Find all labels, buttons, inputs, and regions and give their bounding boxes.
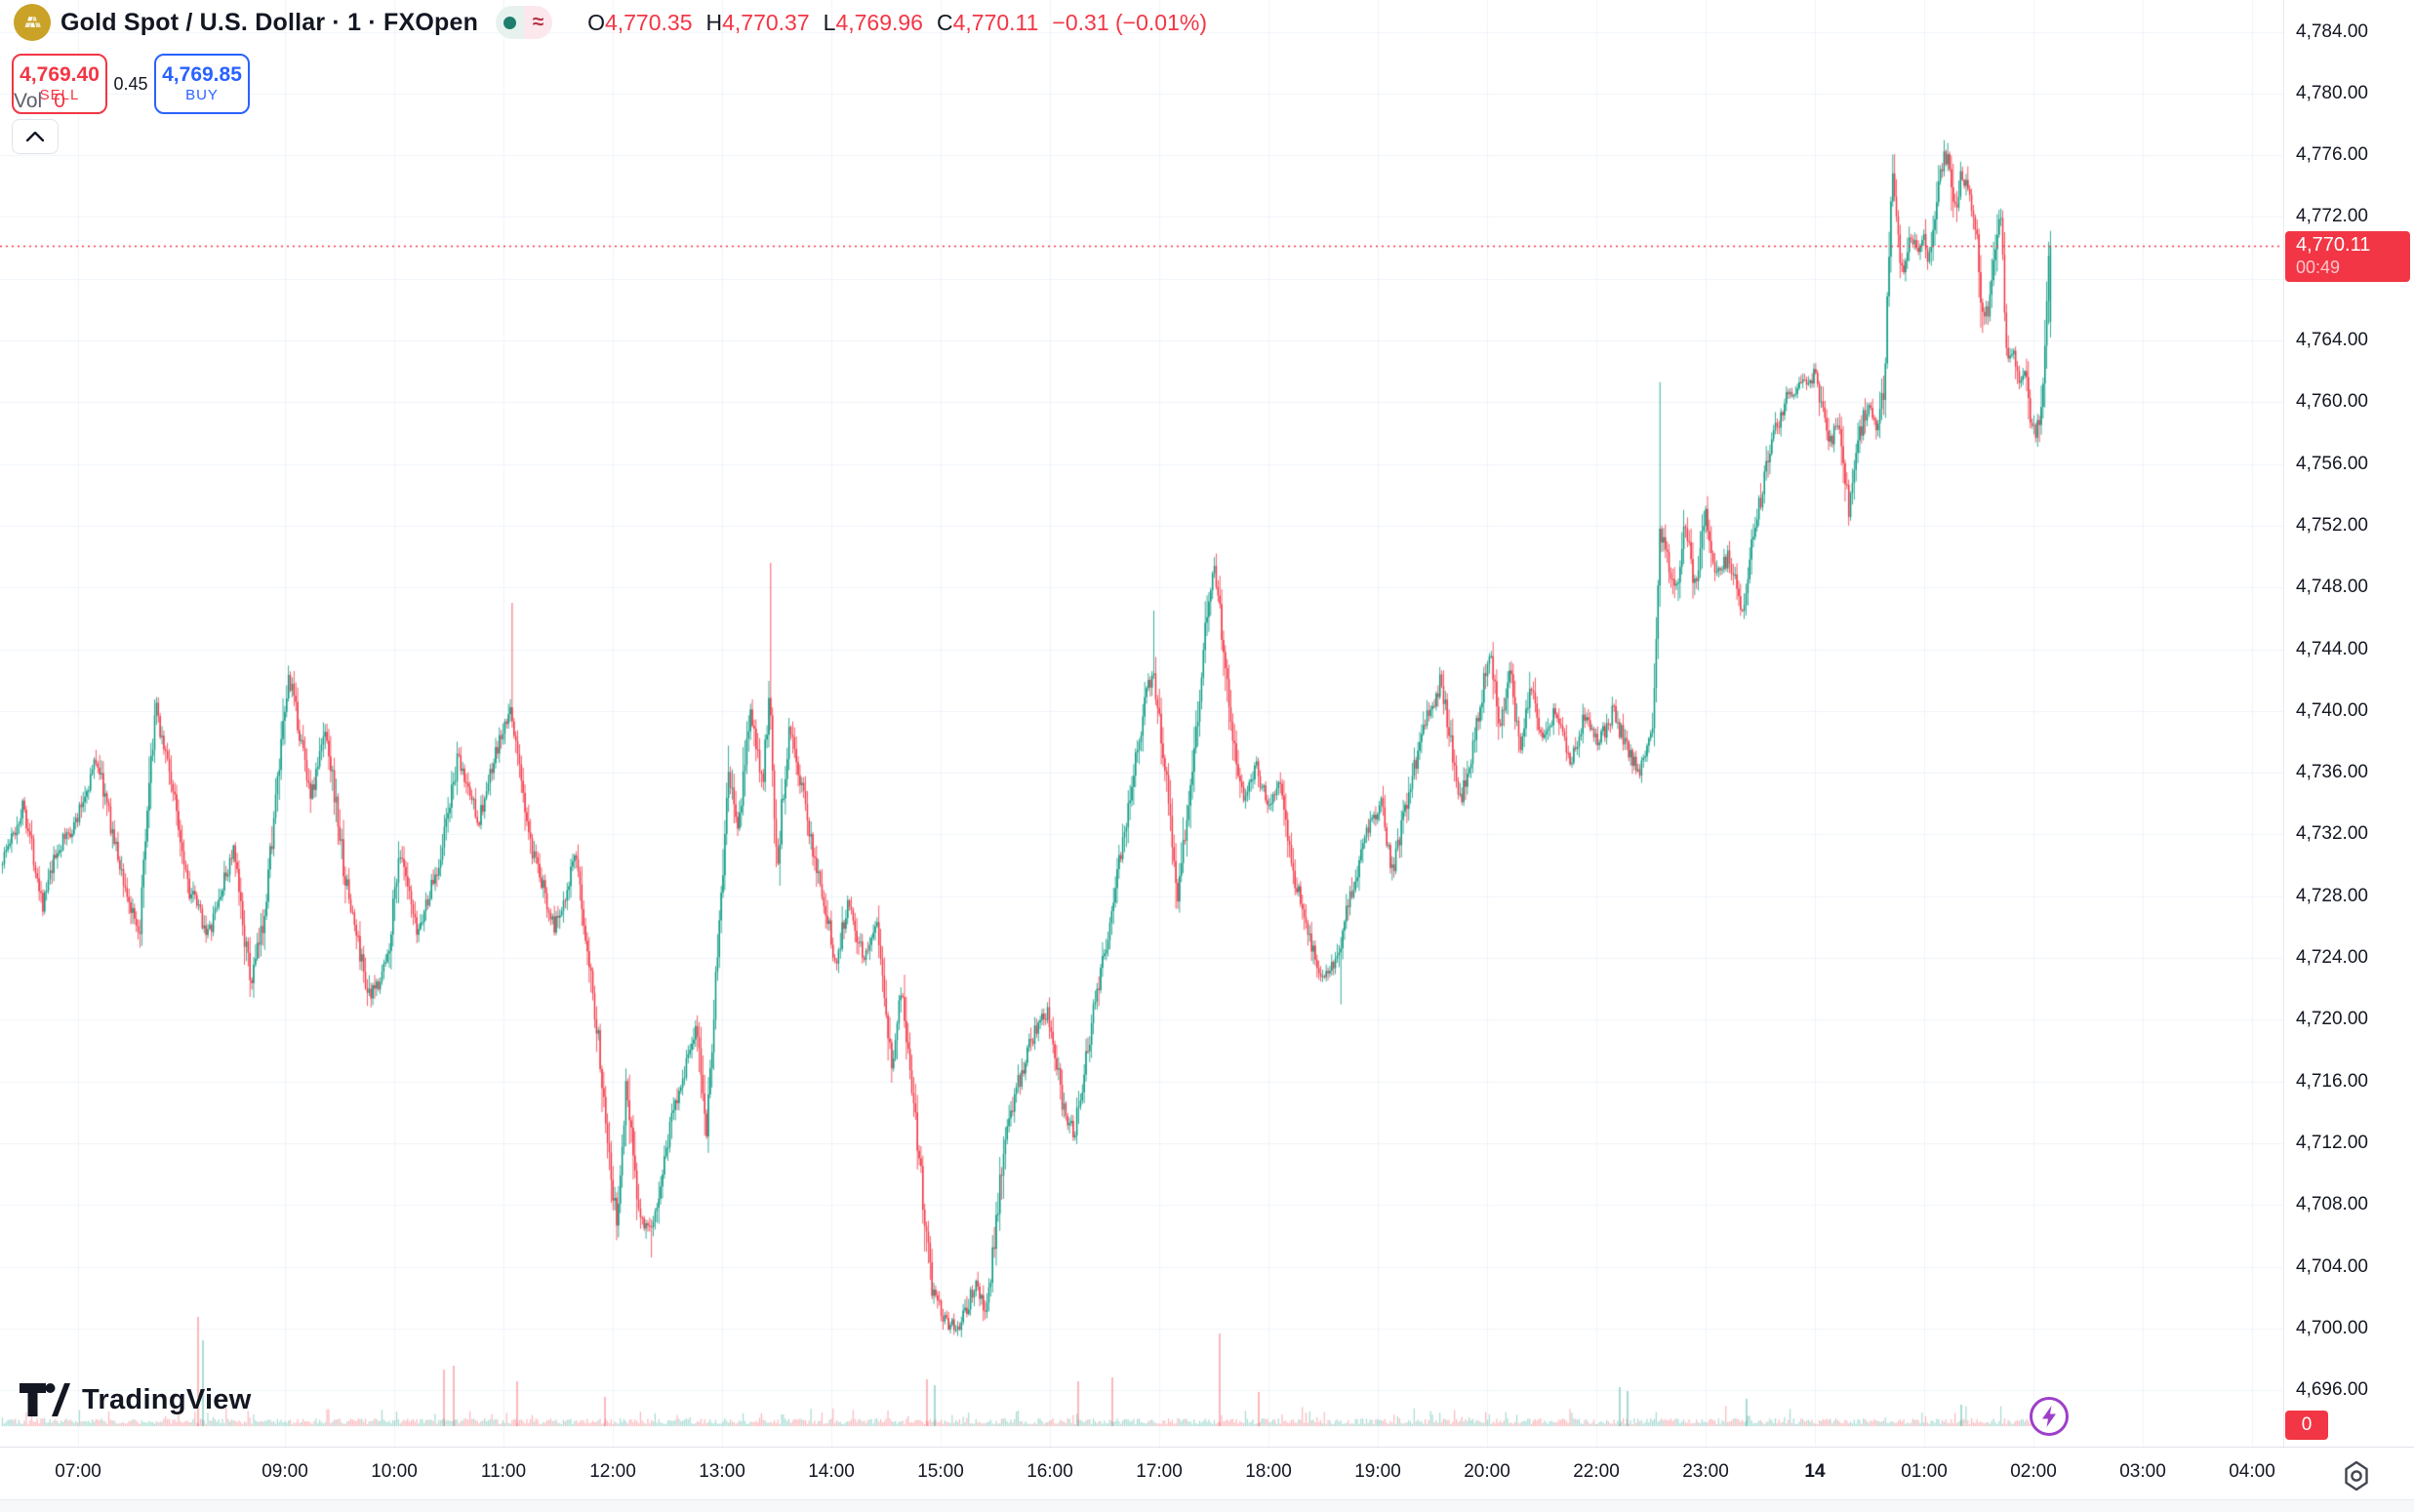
price-axis-label: 4,764.00	[2296, 330, 2368, 351]
time-axis[interactable]: 07:00 09:00 10:00 11:00 12:00 13:00 14:00 15:00…	[0, 1447, 2414, 1512]
time-axis-label: 23:00	[1682, 1461, 1729, 1482]
volume-axis-badge: 0	[2285, 1411, 2328, 1440]
tradingview-logo[interactable]: TradingView	[20, 1383, 252, 1416]
time-axis-label: 20:00	[1464, 1461, 1510, 1482]
price-axis-label: 4,728.00	[2296, 885, 2368, 906]
time-axis-label: 11:00	[480, 1461, 527, 1482]
price-axis[interactable]: 4,770.11 00:49 0 4,784.00 4,780.00 4,776.0…	[2283, 0, 2414, 1447]
price-axis-label: 4,760.00	[2296, 391, 2368, 413]
time-axis-label: 10:00	[371, 1461, 418, 1482]
chevron-up-icon	[26, 132, 44, 141]
time-axis-label: 02:00	[2010, 1461, 2057, 1482]
price-axis-label: 4,720.00	[2296, 1009, 2368, 1030]
time-axis-label: 04:00	[2229, 1461, 2275, 1482]
lightning-bolt-icon	[2030, 1397, 2069, 1436]
price-axis-label: 4,736.00	[2296, 762, 2368, 783]
symbol-title[interactable]: Gold Spot / U.S. Dollar · 1 · FXOpen	[60, 8, 479, 36]
price-axis-label: 4,752.00	[2296, 514, 2368, 536]
gold-symbol-icon	[14, 4, 51, 41]
buy-price: 4,769.85	[162, 63, 242, 86]
spread-value: 0.45	[113, 73, 148, 94]
time-axis-label: 01:00	[1901, 1461, 1948, 1482]
time-axis-label: 09:00	[262, 1461, 308, 1482]
market-open-dot-icon	[496, 6, 525, 39]
time-axis-label: 14	[1804, 1461, 1826, 1482]
volume-value: 0	[54, 90, 65, 112]
price-axis-label: 4,756.00	[2296, 453, 2368, 474]
price-axis-label: 4,704.00	[2296, 1255, 2368, 1277]
price-scale-settings-button[interactable]	[2340, 1459, 2373, 1492]
ohlc-legend: O4,770.35 H4,770.37 L4,769.96 C4,770.11 …	[587, 9, 1207, 35]
volume-legend: Vol 0	[14, 90, 65, 112]
change-value: −0.31 (−0.01%)	[1052, 9, 1207, 35]
delayed-data-icon: ≈	[524, 6, 553, 39]
time-axis-label: 12:00	[589, 1461, 636, 1482]
time-axis-label: 03:00	[2119, 1461, 2166, 1482]
price-axis-label: 4,784.00	[2296, 20, 2368, 42]
time-axis-label: 22:00	[1573, 1461, 1620, 1482]
high-value: 4,770.37	[722, 9, 810, 35]
open-value: 4,770.35	[604, 9, 693, 35]
price-axis-label: 4,732.00	[2296, 823, 2368, 845]
time-axis-label: 18:00	[1245, 1461, 1292, 1482]
time-axis-label: 15:00	[917, 1461, 964, 1482]
close-value: 4,770.11	[952, 9, 1039, 35]
sell-button[interactable]: 4,769.40 SELL	[12, 54, 107, 114]
price-axis-label: 4,740.00	[2296, 699, 2368, 721]
price-axis-label: 4,772.00	[2296, 206, 2368, 227]
price-axis-label: 4,744.00	[2296, 638, 2368, 659]
low-value: 4,769.96	[835, 9, 923, 35]
instant-order-button[interactable]	[2029, 1396, 2070, 1437]
last-price-badge: 4,770.11 00:49	[2285, 231, 2410, 282]
candle-countdown: 00:49	[2296, 258, 2341, 277]
time-axis-label: 16:00	[1026, 1461, 1073, 1482]
price-axis-label: 4,700.00	[2296, 1317, 2368, 1338]
price-axis-label: 4,780.00	[2296, 82, 2368, 103]
time-axis-label: 13:00	[699, 1461, 745, 1482]
price-axis-label: 4,716.00	[2296, 1070, 2368, 1092]
hex-settings-icon	[2345, 1460, 2368, 1492]
price-axis-label: 4,712.00	[2296, 1132, 2368, 1153]
price-axis-label: 4,748.00	[2296, 577, 2368, 598]
market-status-pill[interactable]: ≈	[496, 6, 553, 39]
sell-price: 4,769.40	[20, 63, 100, 86]
trade-panel: 4,769.40 SELL 0.45 4,769.85 BUY	[12, 54, 250, 114]
time-axis-substrip	[0, 1499, 2414, 1512]
price-axis-label: 4,696.00	[2296, 1379, 2368, 1401]
buy-button[interactable]: 4,769.85 BUY	[154, 54, 250, 114]
time-axis-label: 17:00	[1136, 1461, 1183, 1482]
chart-header: Gold Spot / U.S. Dollar · 1 · FXOpen ≈ O…	[14, 4, 1207, 41]
time-axis-label: 14:00	[808, 1461, 855, 1482]
collapse-pane-button[interactable]	[12, 119, 59, 154]
price-axis-label: 4,776.00	[2296, 144, 2368, 166]
time-axis-label: 07:00	[55, 1461, 101, 1482]
tradingview-mark-icon	[20, 1383, 70, 1416]
time-axis-label: 19:00	[1354, 1461, 1401, 1482]
chart-canvas[interactable]	[0, 0, 2283, 1447]
price-axis-label: 4,724.00	[2296, 947, 2368, 969]
price-axis-label: 4,708.00	[2296, 1194, 2368, 1215]
